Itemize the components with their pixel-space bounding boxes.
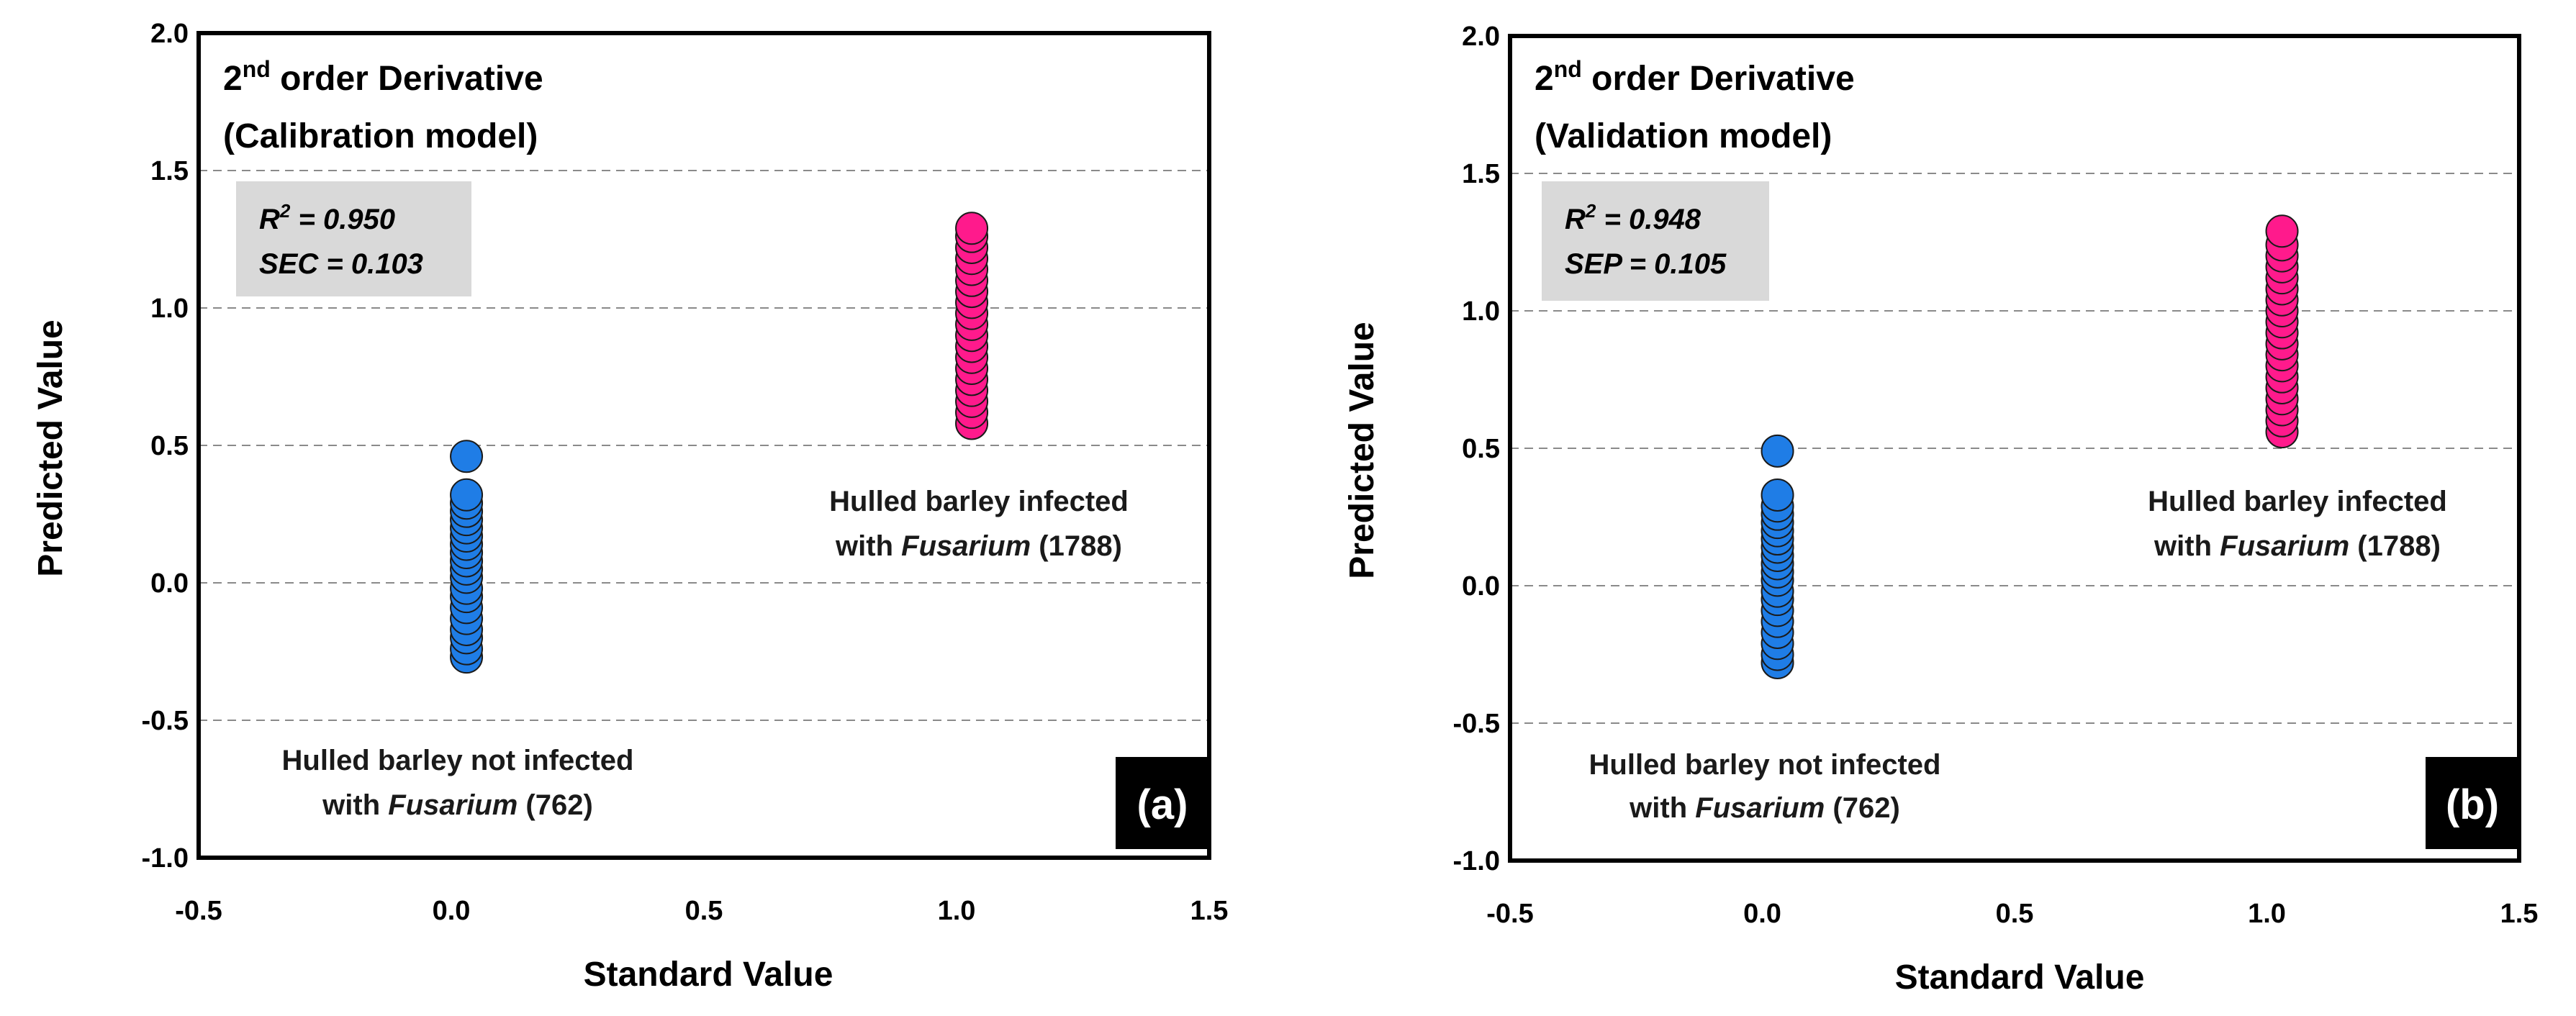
series-points (1761, 214, 2299, 679)
x-tick-label: 1.0 (2248, 899, 2286, 929)
annotation-infected-line1: Hulled barley infected (2148, 486, 2447, 517)
panel-label-box (2426, 757, 2519, 849)
plot-frame (196, 31, 1211, 860)
x-axis-label: Standard Value (1895, 958, 2145, 997)
series-infected (2265, 214, 2299, 449)
y-ticks: 2.0 1.5 1.0 0.5 0.0 -0.5 -1.0 (142, 19, 189, 874)
series-not-infected (450, 440, 484, 674)
x-ticks: -0.5 0.0 0.5 1.0 1.5 (1486, 899, 2538, 929)
panel-label: (a) (1137, 781, 1188, 828)
panel-label: (b) (2446, 781, 2499, 828)
chart-validation: 2.0 1.5 1.0 0.5 0.0 -0.5 -1.0 -0.5 0.0 0.5 1.0 1.5… (1343, 22, 2538, 997)
series-not-infected (1761, 434, 1794, 679)
stats-r2: R2 = 0.950 (259, 200, 395, 235)
x-ticks: -0.5 0.0 0.5 1.0 1.5 (175, 896, 1228, 926)
y-tick-label: 2.0 (150, 19, 189, 49)
y-tick-label: -1.0 (142, 843, 189, 874)
data-point (450, 478, 484, 512)
y-tick-label: 2.0 (1462, 22, 1500, 52)
y-axis-label: Predicted Value (32, 319, 70, 577)
y-tick-label: 0.0 (1462, 571, 1500, 602)
panel-label-box (1116, 757, 1209, 849)
y-tick-label: -0.5 (142, 706, 189, 736)
annotation-infected-line1: Hulled barley infected (829, 486, 1129, 517)
y-tick-label: 1.0 (1462, 296, 1500, 327)
y-tick-label: 0.0 (150, 568, 189, 599)
x-tick-label: 0.5 (1996, 899, 2034, 929)
annotation-not-infected-line2: with Fusarium (762) (322, 789, 593, 821)
x-tick-label: 1.5 (1190, 896, 1229, 926)
y-tick-label: -1.0 (1453, 846, 1500, 876)
chart-title-line1: 2nd order Derivative (223, 56, 543, 98)
plot-frame (1508, 34, 2521, 863)
annotation-not-infected-line1: Hulled barley not infected (282, 745, 634, 776)
stats-box (236, 181, 471, 296)
y-ticks: 2.0 1.5 1.0 0.5 0.0 -0.5 -1.0 (1453, 22, 1500, 876)
y-tick-label: 1.5 (1462, 159, 1500, 189)
annotation-infected-line2: with Fusarium (1788) (835, 530, 1122, 562)
chart-calibration: 2.0 1.5 1.0 0.5 0.0 -0.5 -1.0 -0.5 0.0 0.5 1.0 1.5… (32, 19, 1228, 994)
gridlines (199, 170, 1209, 721)
x-tick-label: -0.5 (1486, 899, 1533, 929)
stats-error: SEC = 0.103 (259, 248, 423, 280)
stats-error: SEP = 0.105 (1565, 248, 1727, 280)
annotation-infected-line2: with Fusarium (1788) (2154, 530, 2441, 562)
y-tick-label: 0.5 (1462, 434, 1500, 464)
data-point (955, 212, 989, 245)
x-tick-label: -0.5 (175, 896, 222, 926)
y-tick-label: 1.5 (150, 156, 189, 186)
chart-title-line2: (Validation model) (1535, 117, 1832, 155)
chart-title-line2: (Calibration model) (223, 117, 538, 155)
x-tick-label: 1.0 (938, 896, 976, 926)
x-tick-label: 0.5 (685, 896, 723, 926)
series-points (450, 212, 989, 674)
chart-title-line1: 2nd order Derivative (1535, 56, 1855, 98)
stats-box (1542, 181, 1769, 301)
x-tick-label: 0.0 (433, 896, 471, 926)
gridlines (1510, 173, 2519, 724)
y-tick-label: 1.0 (150, 294, 189, 324)
y-tick-label: -0.5 (1453, 709, 1500, 739)
x-axis-label: Standard Value (584, 956, 833, 994)
y-axis-label: Predicted Value (1343, 322, 1381, 579)
data-point (2265, 214, 2299, 248)
annotation-not-infected-line1: Hulled barley not infected (1589, 749, 1941, 781)
annotation-not-infected-line2: with Fusarium (762) (1629, 792, 1900, 824)
data-point (1761, 478, 1794, 512)
data-point (1761, 434, 1794, 468)
data-point (450, 440, 484, 473)
stats-r2: R2 = 0.948 (1565, 200, 1701, 235)
x-tick-label: 0.0 (1743, 899, 1781, 929)
series-infected (955, 212, 989, 440)
x-tick-label: 1.5 (2500, 899, 2539, 929)
y-tick-label: 0.5 (150, 431, 189, 461)
